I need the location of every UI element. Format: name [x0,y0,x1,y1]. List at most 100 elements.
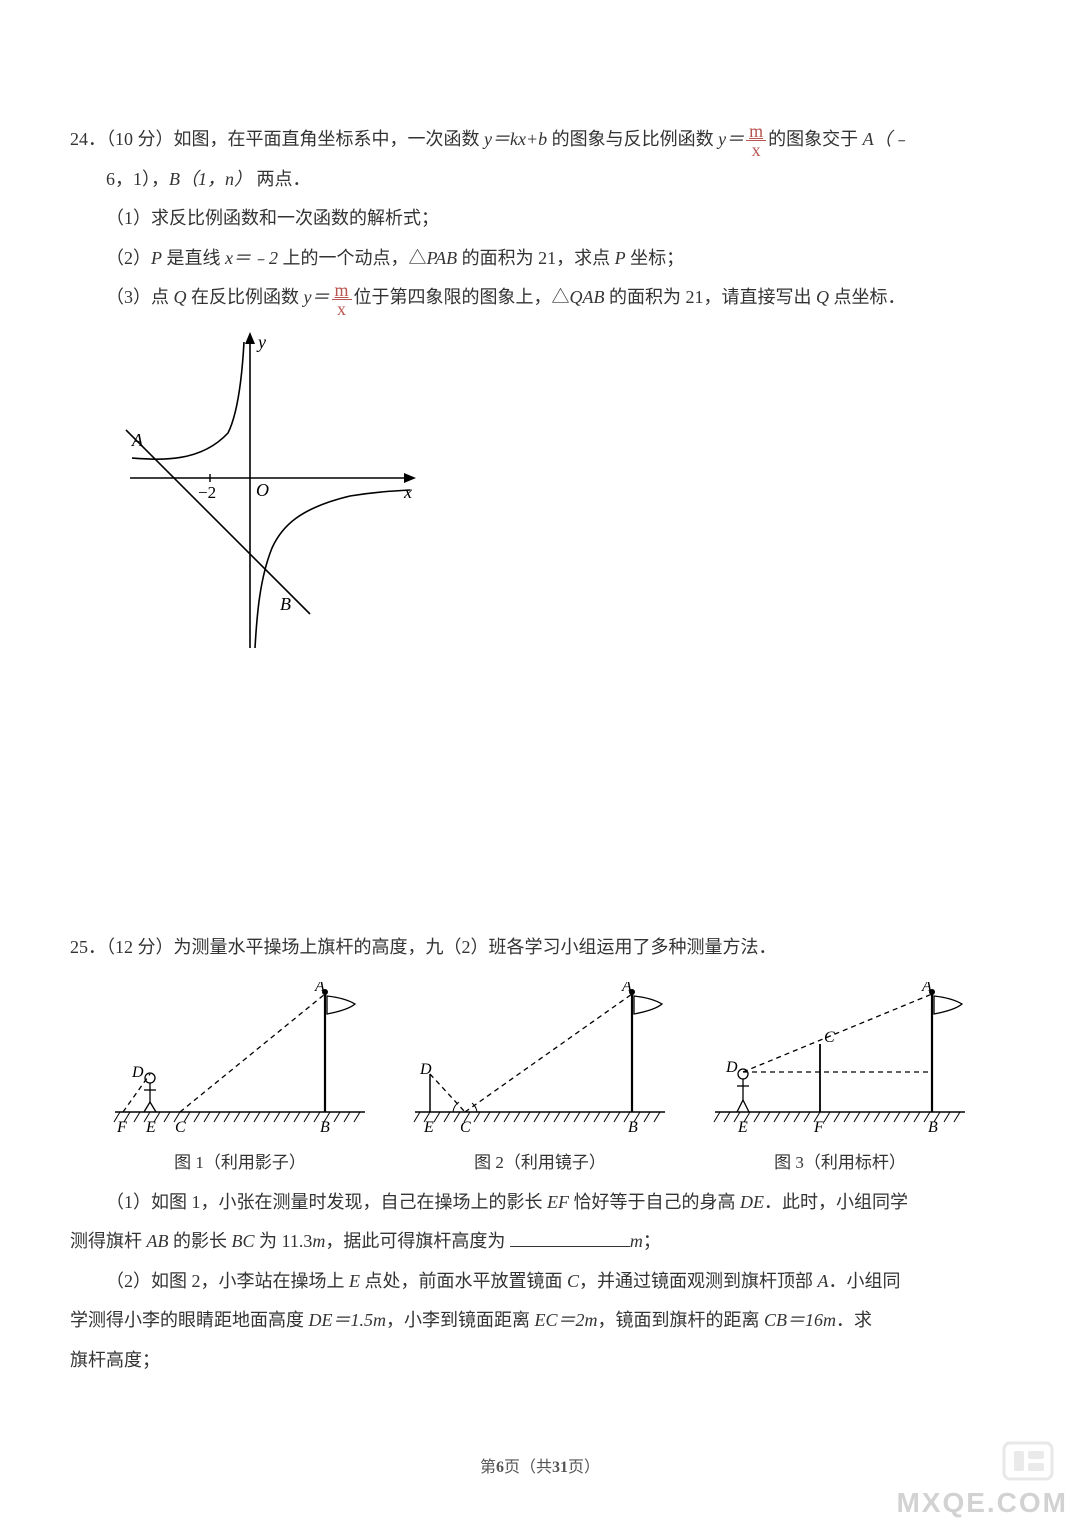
footer-total: 31 [552,1459,568,1476]
figure-3-col: A B C D E F 图 3（利用标杆） [710,982,970,1173]
figure-1-col: A B C D E F 图 1（利用影子） [110,982,370,1173]
problem-24-sub2: （2）P 是直线 x＝﹣2 上的一个动点，△PAB 的面积为 21，求点 P 坐… [70,239,1010,279]
fraction-numerator: m [332,281,352,300]
t: ．此时，小组同学 [764,1192,908,1212]
t: AB [147,1231,169,1251]
problem-number: 25． [70,937,106,957]
t: （2）如图 2，小李站在操场上 [106,1271,349,1291]
svg-text:D: D [419,1061,432,1078]
problem-points: （12 分） [106,937,174,957]
y-equals: y＝ [304,287,330,307]
fraction-denominator: x [332,300,352,318]
t: C [567,1271,579,1291]
point-a-label: A [131,430,144,450]
problem-24: 24．（10 分）如图，在平面直角坐标系中，一次函数 y＝kx+b 的图象与反比… [70,120,1010,658]
problem-25-sub2-line3: 旗杆高度； [70,1341,1010,1381]
footer-text: 页） [568,1459,600,1476]
figure-2: A B C D E [410,982,670,1137]
stem-text: 如图，在平面直角坐标系中，一次函数 [174,129,485,149]
t: （2） [106,248,151,268]
t: 位于第四象限的图象上，△ [354,287,570,307]
y-axis-label: y [256,332,266,352]
stem-text: 的图象与反比例函数 [547,129,718,149]
svg-text:F: F [813,1119,824,1136]
line2-text: 6，1）， [106,169,169,189]
problem-25-stem: 25．（12 分）为测量水平操场上旗杆的高度，九（2）班各学习小组运用了多种测量… [70,928,1010,968]
t: （3）点 [106,287,174,307]
t: DE [740,1192,764,1212]
q-var: Q [174,287,187,307]
t: E [349,1271,360,1291]
linear-fn: y＝kx+b [484,129,547,149]
figure-1: A B C D E F [110,982,370,1137]
svg-text:C: C [175,1119,186,1136]
svg-text:F: F [116,1119,127,1136]
problem-24-sub3: （3）点 Q 在反比例函数 y＝mx位于第四象限的图象上，△QAB 的面积为 2… [70,278,1010,318]
origin-label: O [256,480,269,500]
t: （1）如图 1，小张在测量时发现，自己在操场上的影长 [106,1192,547,1212]
fill-blank[interactable] [510,1229,630,1247]
problem-number: 24． [70,129,106,149]
problem-24-stem: 24．（10 分）如图，在平面直角坐标系中，一次函数 y＝kx+b 的图象与反比… [70,120,1010,160]
problem-24-line2: 6，1），B（1，n） 两点． [70,160,1010,200]
x-axis-label: x [403,482,412,502]
t: BC [232,1231,255,1251]
t: 点坐标． [829,287,906,307]
t: P [615,248,626,268]
spacer [70,698,1010,928]
svg-text:C: C [460,1119,471,1136]
t: 点处，前面水平放置镜面 [360,1271,567,1291]
page-footer: 第6页（共31页） [0,1453,1080,1477]
p-var: P [151,248,162,268]
t: 坐标； [626,248,685,268]
figure-3-caption: 图 3（利用标杆） [710,1148,970,1173]
footer-text: 页（共 [504,1459,552,1476]
svg-text:E: E [145,1119,156,1136]
coordinate-graph: −2 O y x A B [120,328,430,658]
t: A [818,1271,829,1291]
svg-text:B: B [928,1119,938,1136]
t: PAB [427,248,458,268]
problem-25-sub2: （2）如图 2，小李站在操场上 E 点处，前面水平放置镜面 C，并通过镜面观测到… [70,1262,1010,1302]
t: ； [643,1231,661,1251]
fraction-numerator: m [746,122,766,141]
watermark-icon [998,1437,1058,1485]
t: ，据此可得旗杆高度为 [325,1231,510,1251]
svg-text:E: E [423,1119,434,1136]
figure-2-col: A B C D E 图 2（利用镜子） [410,982,670,1173]
t: 测得旗杆 [70,1231,147,1251]
t: 为 11.3 [255,1231,313,1251]
problem-25-sub1: （1）如图 1，小张在测量时发现，自己在操场上的影长 EF 恰好等于自己的身高 … [70,1183,1010,1223]
tick-neg2: −2 [198,483,216,502]
svg-text:C: C [824,1029,835,1046]
svg-text:A: A [314,982,325,995]
t: 在反比例函数 [187,287,304,307]
t: Q [816,287,829,307]
t: ，小李到镜面距离 [386,1310,535,1330]
line2b-text: 两点． [252,169,311,189]
svg-text:D: D [131,1064,144,1081]
fraction-m-over-x: mx [332,281,352,318]
figure-1-caption: 图 1（利用影子） [110,1148,370,1173]
problem-25-figures: A B C D E F 图 1（利用影子） [70,982,1010,1173]
fraction-denominator: x [746,141,766,159]
t: 的影长 [169,1231,232,1251]
fraction-m-over-x: mx [746,122,766,159]
t: ．求 [836,1310,872,1330]
point-b-label: B [280,594,291,614]
t: m [630,1231,643,1251]
problem-25-sub2-line2: 学测得小李的眼睛距地面高度 DE＝1.5m，小李到镜面距离 EC＝2m，镜面到旗… [70,1301,1010,1341]
svg-text:A: A [921,982,932,995]
svg-text:B: B [320,1119,330,1136]
problem-25-sub1-line2: 测得旗杆 AB 的影长 BC 为 11.3m，据此可得旗杆高度为 m； [70,1222,1010,1262]
t: EC＝2m [535,1310,598,1330]
t: 的面积为 21，请直接写出 [605,287,817,307]
t: x＝﹣2 [225,248,278,268]
problem-points: （10 分） [106,129,174,149]
y-equals: y＝ [718,129,744,149]
svg-text:D: D [725,1059,738,1076]
footer-text: 第 [480,1459,496,1476]
t: ，镜面到旗杆的距离 [598,1310,765,1330]
t: m [312,1231,325,1251]
svg-text:E: E [737,1119,748,1136]
